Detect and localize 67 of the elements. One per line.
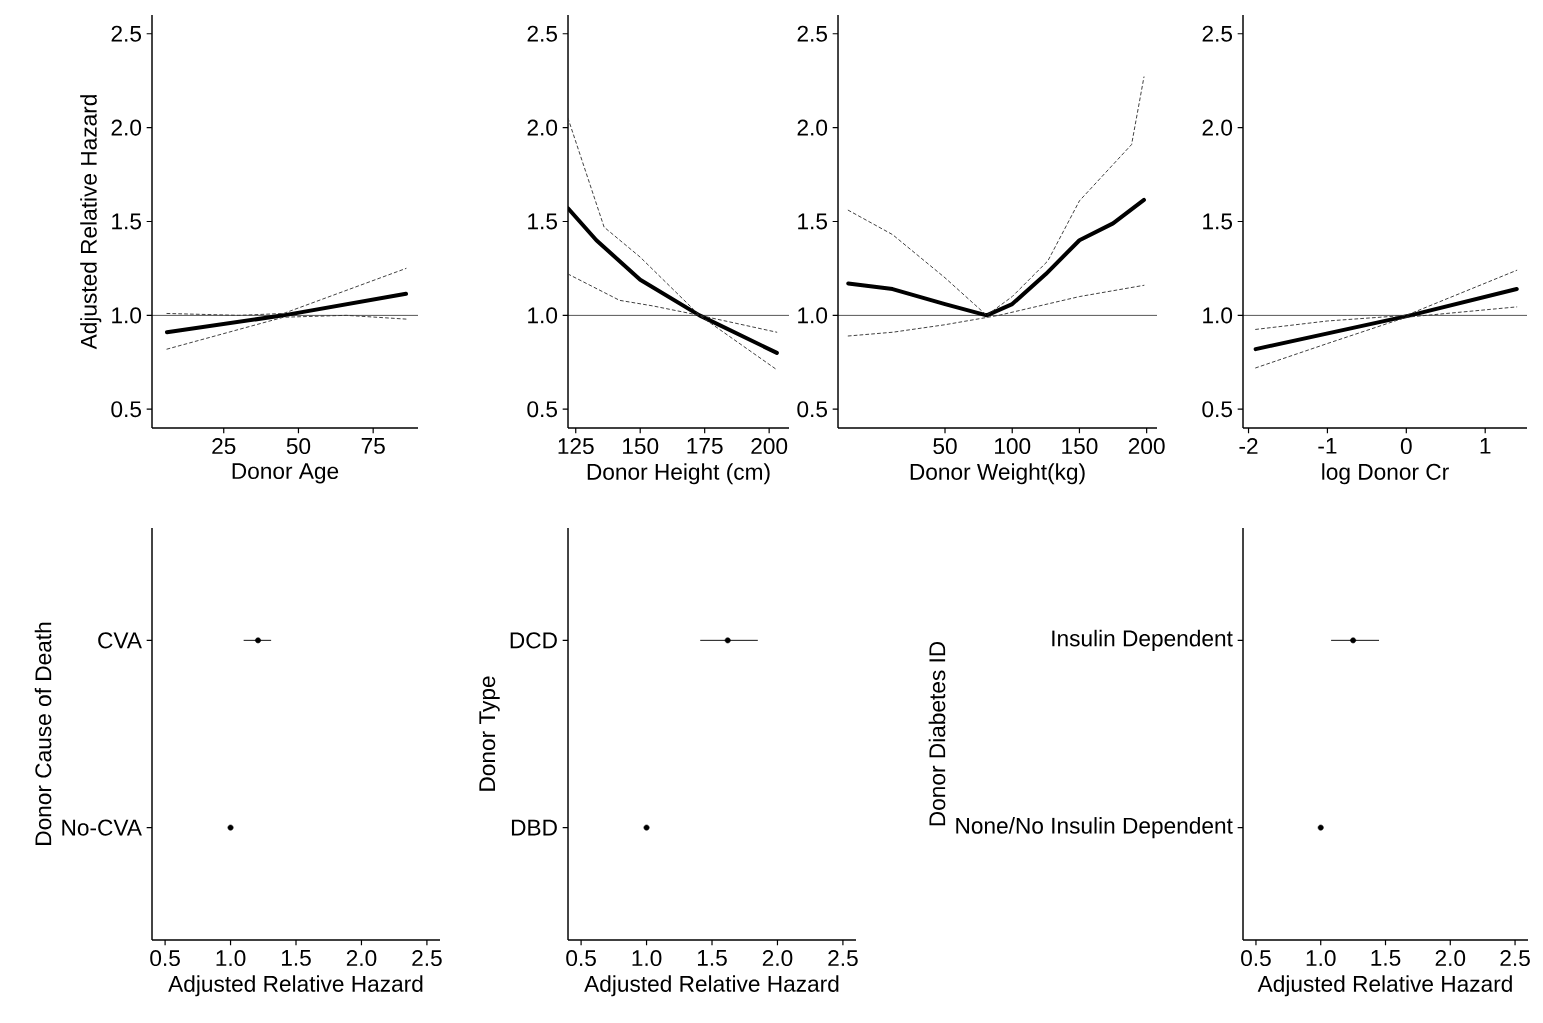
y-tick-label: 0.5 (527, 401, 557, 418)
x-tick-label: 0 (1400, 438, 1412, 455)
x-tick-label: 1.0 (632, 950, 662, 967)
y-tick-label: 2.5 (797, 25, 827, 42)
x-tick-label: 2.0 (1435, 950, 1466, 967)
y-tick-label: 2.5 (111, 25, 141, 42)
y-tick-label: 2.0 (111, 119, 142, 136)
y-tick-label: 1.5 (1203, 213, 1233, 230)
x-tick-label: 150 (1062, 438, 1098, 455)
x-tick-label: 50 (286, 438, 311, 455)
y-tick-label: 1.5 (798, 213, 827, 230)
x-tick-label: 2.0 (346, 950, 377, 967)
x-axis-title: Adjusted Relative Hazard (584, 975, 839, 997)
y-tick-label: 1.5 (528, 213, 557, 230)
y-tick-label: 2.5 (1202, 25, 1233, 42)
y-tick-label: 0.5 (797, 401, 827, 418)
y-axis-title: Donor Diabetes ID (928, 641, 946, 826)
x-tick-label: 2.5 (1500, 950, 1530, 967)
x-tick-label: 2.0 (762, 950, 793, 967)
x-tick-label: 75 (361, 438, 385, 454)
x-tick-label: 125 (558, 438, 594, 455)
x-tick-label: 0.5 (1241, 950, 1271, 967)
y-tick-label: CVA (98, 632, 142, 649)
y-axis-title: Donor Type (479, 676, 500, 791)
x-tick-label: 2.5 (828, 950, 858, 967)
y-tick-label: 2.0 (797, 119, 828, 136)
x-tick-label: 25 (212, 438, 236, 455)
x-tick-label: 1.0 (216, 950, 246, 967)
x-tick-label: 1 (1480, 438, 1491, 454)
y-tick-label: 1.0 (798, 307, 828, 324)
x-tick-label: 0.5 (566, 950, 596, 967)
x-tick-label: 1.5 (1371, 950, 1401, 966)
y-tick-label: 1.5 (112, 213, 141, 230)
y-axis-title: Donor Cause of Death (34, 622, 52, 845)
y-tick-label: 2.0 (1202, 119, 1233, 136)
y-tick-label: 2.0 (527, 119, 558, 136)
y-tick-label: 2.5 (527, 25, 557, 42)
y-tick-label: 0.5 (1202, 401, 1233, 418)
y-tick-label: No-CVA (62, 819, 142, 836)
x-axis-title: Donor Height (cm) (587, 463, 770, 485)
y-tick-label: Insulin Dependent (1052, 629, 1233, 651)
x-tick-label: 200 (1128, 438, 1165, 455)
x-tick-label: 50 (933, 438, 957, 455)
x-tick-label: 1.5 (697, 950, 727, 966)
x-tick-label: 1.5 (281, 950, 311, 966)
y-tick-label: 1.0 (1203, 307, 1233, 324)
x-tick-label: 200 (751, 438, 788, 455)
x-tick-label: 100 (995, 438, 1031, 455)
y-tick-label: 1.0 (112, 307, 142, 324)
y-tick-label: DBD (511, 819, 557, 836)
x-axis-title: Adjusted Relative Hazard (168, 975, 423, 997)
x-tick-label: 2.5 (412, 950, 442, 967)
x-tick-label: 150 (623, 438, 659, 455)
x-axis-title: Adjusted Relative Hazard (1257, 975, 1512, 997)
x-tick-label: -1 (1318, 438, 1337, 454)
x-tick-label: 1.0 (1306, 950, 1336, 967)
x-tick-label: -2 (1239, 438, 1258, 454)
y-tick-label: None/No Insulin Dependent (956, 817, 1233, 839)
x-tick-label: 175 (687, 438, 723, 454)
x-tick-label: 0.5 (150, 950, 180, 967)
x-axis-title: Donor Weight(kg) (910, 463, 1085, 485)
x-axis-title: log Donor Cr (1322, 463, 1449, 485)
y-tick-label: 0.5 (111, 401, 141, 418)
y-tick-label: 1.0 (528, 307, 558, 324)
x-axis-title: Donor Age (232, 463, 339, 484)
y-tick-label: DCD (510, 632, 557, 649)
y-axis-title: Adjusted Relative Hazard (80, 95, 102, 350)
